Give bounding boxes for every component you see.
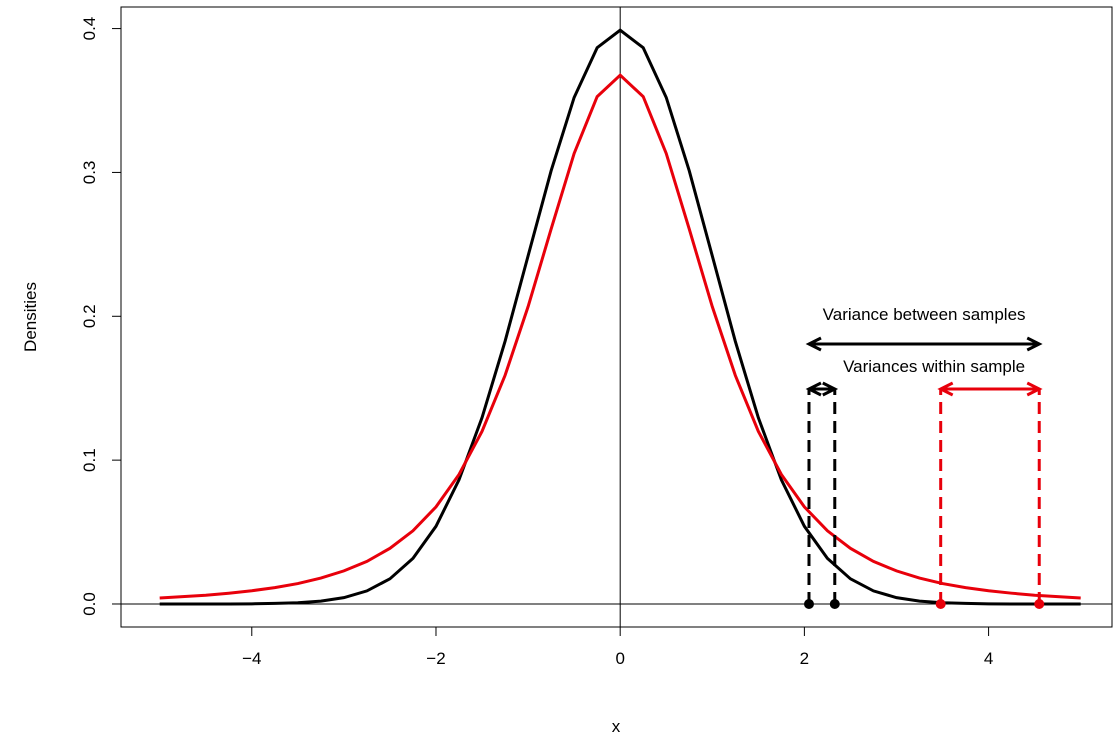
annotation: Variance between samples (823, 305, 1026, 324)
arrow-head (937, 381, 1043, 397)
y-tick-label: 0.2 (80, 304, 99, 328)
annotation: Variances within sample (843, 357, 1025, 376)
x-tick-label: 2 (800, 649, 809, 668)
density-curve (159, 28, 1081, 606)
x-tick-label: −4 (242, 649, 261, 668)
y-axis-label: Densities (21, 282, 40, 352)
x-axis-label: x (612, 717, 621, 736)
plot-frame (120, 6, 1113, 628)
y-tick-label: 0.0 (80, 592, 99, 616)
y-tick-label: 0.4 (80, 17, 99, 41)
y-tick-label: 0.1 (80, 448, 99, 472)
arrow-head (805, 336, 1043, 352)
x-tick-label: 4 (984, 649, 993, 668)
x-tick-label: −2 (426, 649, 445, 668)
x-tick-label: 0 (615, 649, 624, 668)
sample-point (803, 598, 814, 609)
sample-point (829, 598, 840, 609)
arrow-head (805, 381, 839, 397)
density-curve (159, 73, 1081, 600)
sample-point (1034, 598, 1045, 609)
y-tick-label: 0.3 (80, 161, 99, 185)
sample-point (935, 598, 946, 609)
